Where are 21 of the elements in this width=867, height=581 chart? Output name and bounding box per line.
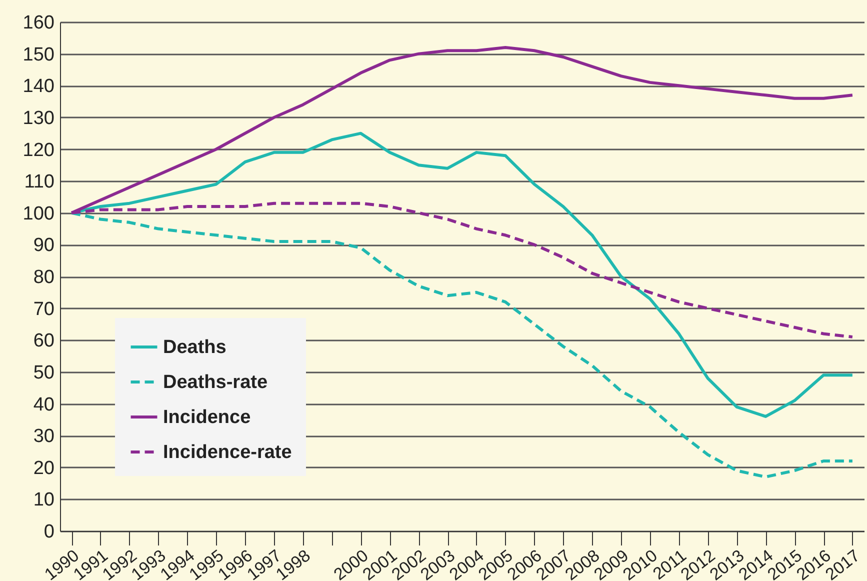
y-tick-label: 150	[22, 44, 54, 66]
y-tick-label: 70	[33, 298, 54, 320]
legend-label: Deaths	[163, 337, 226, 358]
y-tick-label: 160	[22, 12, 54, 34]
y-tick-label: 100	[22, 203, 54, 224]
y-tick-label: 140	[22, 76, 54, 98]
y-tick-label: 50	[33, 362, 54, 384]
y-tick-label: 0	[44, 522, 54, 542]
y-tick-label: 80	[33, 267, 54, 288]
y-tick-label: 120	[22, 140, 54, 161]
y-tick-label: 20	[33, 458, 54, 479]
y-tick-label: 130	[22, 108, 54, 129]
y-tick-label: 30	[33, 426, 54, 448]
legend-label: Incidence-rate	[163, 442, 292, 463]
y-tick-label: 10	[33, 490, 54, 511]
y-tick-label: 110	[24, 172, 54, 193]
y-tick-label: 60	[33, 330, 54, 352]
y-tick-label: 90	[33, 235, 54, 256]
legend-label: Deaths-rate	[163, 372, 268, 393]
y-tick-label: 40	[33, 394, 54, 416]
legend-label: Incidence	[163, 407, 251, 428]
